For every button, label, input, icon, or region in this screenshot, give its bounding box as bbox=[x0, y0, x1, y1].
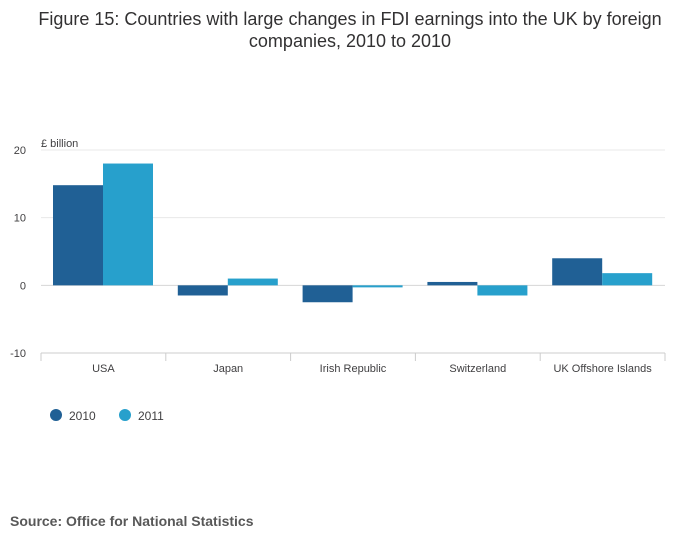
x-axis: USA Japan Irish Republic Switzerland UK Offs… bbox=[40, 352, 666, 375]
bar bbox=[302, 285, 353, 303]
legend-label: 2010 bbox=[69, 409, 96, 423]
bar bbox=[103, 163, 153, 286]
y-tick-label: -10 bbox=[10, 348, 26, 360]
legend-label: 2011 bbox=[138, 409, 164, 423]
y-tick-label: 20 bbox=[14, 145, 26, 157]
bar bbox=[552, 258, 603, 286]
x-tick-label: UK Offshore Islands bbox=[553, 363, 652, 375]
bar bbox=[427, 281, 478, 286]
y-axis-label: £ billion bbox=[41, 138, 78, 150]
source-note: Source: Office for National Statistics bbox=[10, 513, 254, 529]
legend: 2010 2011 bbox=[50, 409, 164, 423]
x-tick-label: Irish Republic bbox=[320, 363, 387, 375]
bar bbox=[177, 285, 228, 296]
bar bbox=[53, 185, 103, 286]
bar bbox=[227, 278, 278, 286]
chart-title: Figure 15: Countries with large changes … bbox=[38, 9, 662, 51]
bar bbox=[477, 285, 528, 296]
legend-marker bbox=[119, 409, 131, 421]
x-tick-label: Japan bbox=[213, 363, 243, 375]
legend-marker bbox=[50, 409, 62, 421]
y-tick-label: 10 bbox=[14, 213, 26, 225]
bars bbox=[53, 163, 653, 303]
bar bbox=[352, 285, 403, 288]
x-tick-label: Switzerland bbox=[449, 363, 506, 375]
y-tick-label: 0 bbox=[20, 280, 26, 292]
x-tick-label: USA bbox=[92, 363, 115, 375]
y-axis-ticks: -10 0 10 20 bbox=[10, 145, 26, 360]
bar bbox=[602, 273, 653, 286]
